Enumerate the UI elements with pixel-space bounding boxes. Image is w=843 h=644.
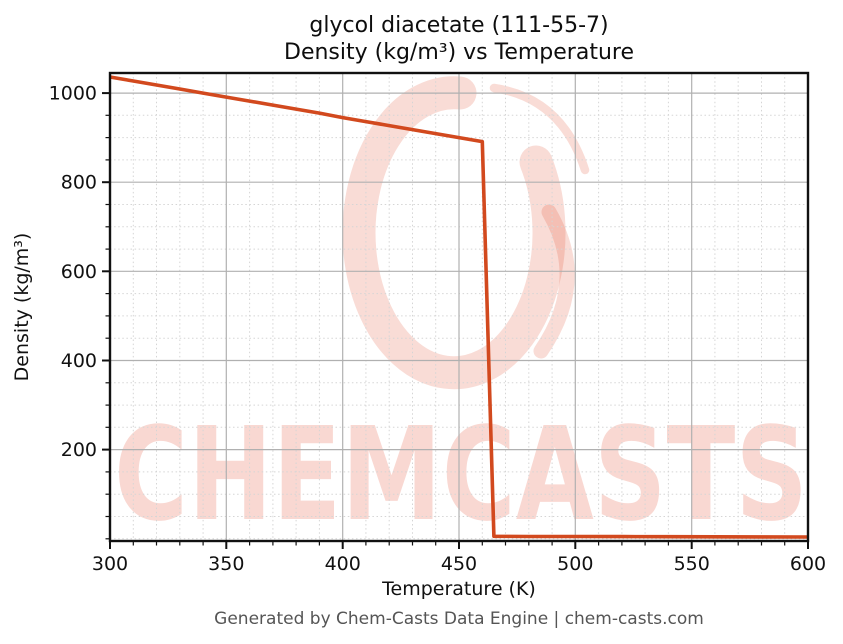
y-axis-label: Density (kg/m³) (11, 232, 33, 382)
logo-inner-crescent (533, 204, 575, 359)
chart-title-line1: glycol diacetate (111-55-7) (309, 13, 609, 38)
chart-title-line2: Density (kg/m³) vs Temperature (284, 40, 634, 65)
y-tick-label: 600 (61, 261, 97, 283)
axis-ticks (102, 92, 809, 549)
chart-title: glycol diacetate (111-55-7) Density (kg/… (110, 12, 808, 66)
x-tick-label: 500 (557, 553, 593, 575)
logo-outer-arc (489, 83, 590, 175)
y-tick-label: 400 (61, 350, 97, 372)
x-tick-label: 350 (208, 553, 244, 575)
y-tick-label: 800 (61, 172, 97, 194)
chemcasts-logo-watermark (342, 76, 590, 390)
tick-labels: 300 350 400 450 500 550 600 200 400 600 800 1000 (49, 83, 826, 575)
x-tick-label: 300 (92, 553, 128, 575)
x-axis-label: Temperature (K) (382, 578, 536, 600)
x-tick-label: 600 (790, 553, 826, 575)
x-tick-label: 550 (674, 553, 710, 575)
y-tick-label: 1000 (49, 83, 97, 105)
footer-credit: Generated by Chem-Casts Data Engine | ch… (214, 609, 704, 629)
logo-ring-stroke (342, 76, 566, 390)
density-line (109, 75, 809, 539)
y-tick-label: 200 (61, 439, 97, 461)
x-tick-label: 400 (325, 553, 361, 575)
series-group (109, 75, 809, 539)
watermark-text: CHEMCASTS (114, 400, 808, 550)
x-tick-label: 450 (441, 553, 477, 575)
